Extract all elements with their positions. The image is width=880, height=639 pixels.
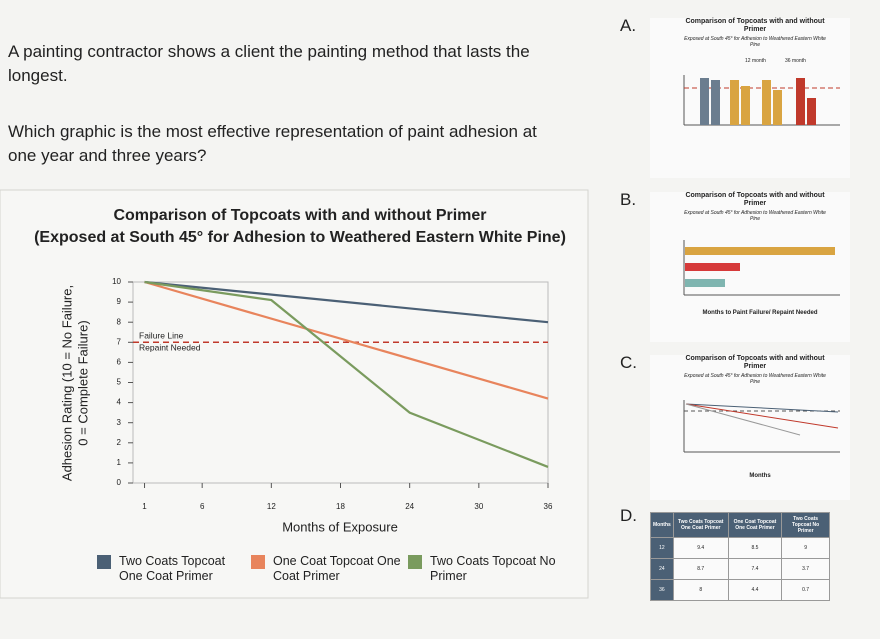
- table-cell: 24: [650, 558, 674, 580]
- option-x-label: Months: [749, 473, 771, 479]
- legend-swatch: [251, 555, 265, 569]
- option-a-thumbnail: [683, 75, 840, 126]
- y-tick-label: 7: [117, 337, 122, 346]
- x-tick-label: 12: [267, 502, 276, 511]
- x-tick-label: 30: [474, 502, 483, 511]
- option-c-card: [650, 355, 850, 500]
- option-letter: B.: [620, 190, 637, 209]
- legend-swatch: [97, 555, 111, 569]
- x-tick-label: 6: [200, 502, 205, 511]
- option-x-label: Months to Paint Failure/ Repaint Needed: [702, 310, 818, 316]
- chart-subtitle: (Exposed at South 45° for Adhesion to We…: [34, 229, 566, 246]
- option-title: Comparison of Topcoats with and without …: [685, 355, 825, 370]
- legend-item: Two Coats Topcoat One Coat Primer: [97, 554, 247, 584]
- table-header-cell: Months: [650, 512, 674, 538]
- legend-item: Two Coats Topcoat No Primer: [408, 554, 558, 584]
- series-line: [144, 280, 549, 468]
- table-header-cell: Two Coats Topcoat One Coat Primer: [672, 512, 729, 538]
- question-text: A painting contractor shows a client the…: [8, 42, 530, 85]
- option-letter: A.: [620, 16, 637, 35]
- table-cell: 8: [672, 579, 729, 601]
- y-tick-label: 3: [117, 418, 122, 427]
- legend-label: Two Coats Topcoat No Primer: [430, 554, 556, 583]
- series-line: [144, 280, 549, 324]
- option-b-thumbnail: [683, 240, 840, 296]
- option-b-card: [650, 192, 850, 342]
- table-cell: 8.5: [727, 537, 783, 559]
- option-c-thumbnail: [683, 400, 840, 453]
- x-tick-label: 1: [142, 502, 147, 511]
- option-table: Months Two Coats Topcoat One Coat Primer O…: [650, 512, 830, 601]
- table-header-cell: Two Coats Topcoat No Primer: [781, 512, 830, 538]
- option-subtitle: Exposed at South 45° for Adhesion to Wea…: [684, 373, 826, 385]
- y-tick-label: 5: [117, 378, 122, 387]
- option-subtitle: Exposed at South 45° for Adhesion to Wea…: [684, 36, 826, 48]
- y-tick-label: 2: [117, 438, 122, 447]
- table-cell: 7.4: [727, 558, 783, 580]
- table-header-cell: One Coat Topcoat One Coat Primer: [727, 512, 783, 538]
- y-tick-label: 8: [117, 317, 122, 326]
- y-axis-label: 0 = Complete Failure): [75, 320, 90, 445]
- table-cell: 8.7: [672, 558, 729, 580]
- legend-label: Two Coats Topcoat One Coat Primer: [119, 554, 226, 583]
- option-legend: 36 month: [785, 58, 806, 64]
- chart-frame: [0, 189, 589, 599]
- x-axis-label: Months of Exposure: [282, 519, 398, 534]
- table-cell: 4.4: [727, 579, 783, 601]
- y-tick-label: 9: [117, 297, 122, 306]
- table-cell: 9.4: [672, 537, 729, 559]
- failure-line-label: Repaint Needed: [139, 343, 201, 353]
- failure-line-label: Failure Line: [139, 331, 184, 341]
- chart-title: Comparison of Topcoats with and without …: [113, 207, 486, 224]
- table-cell: 0.7: [781, 579, 830, 601]
- option-letter: D.: [620, 506, 637, 525]
- legend-swatch: [408, 555, 422, 569]
- table-cell: 9: [781, 537, 830, 559]
- x-tick-label: 18: [336, 502, 345, 511]
- table-cell: 3.7: [781, 558, 830, 580]
- x-tick-label: 24: [405, 502, 414, 511]
- option-letter: C.: [620, 353, 637, 372]
- legend-item: One Coat Topcoat One Coat Primer: [251, 554, 401, 584]
- y-tick-label: 10: [112, 277, 121, 286]
- y-tick-label: 4: [117, 398, 122, 407]
- table-cell: 12: [650, 537, 674, 559]
- option-legend: 12 month: [745, 58, 766, 64]
- y-tick-label: 6: [117, 358, 122, 367]
- option-title: Comparison of Topcoats with and without …: [685, 192, 825, 207]
- question-text: Which graphic is the most effective repr…: [8, 122, 537, 165]
- series-line: [144, 280, 549, 400]
- table-cell: 36: [650, 579, 674, 601]
- x-tick-label: 36: [544, 502, 553, 511]
- option-title: Comparison of Topcoats with and without …: [685, 18, 825, 33]
- y-tick-label: 0: [117, 478, 122, 487]
- legend-label: One Coat Topcoat One Coat Primer: [273, 554, 401, 583]
- option-subtitle: Exposed at South 45° for Adhesion to Wea…: [684, 210, 826, 222]
- y-axis-label: Adhesion Rating (10 = No Failure,: [59, 285, 74, 481]
- y-tick-label: 1: [117, 458, 122, 467]
